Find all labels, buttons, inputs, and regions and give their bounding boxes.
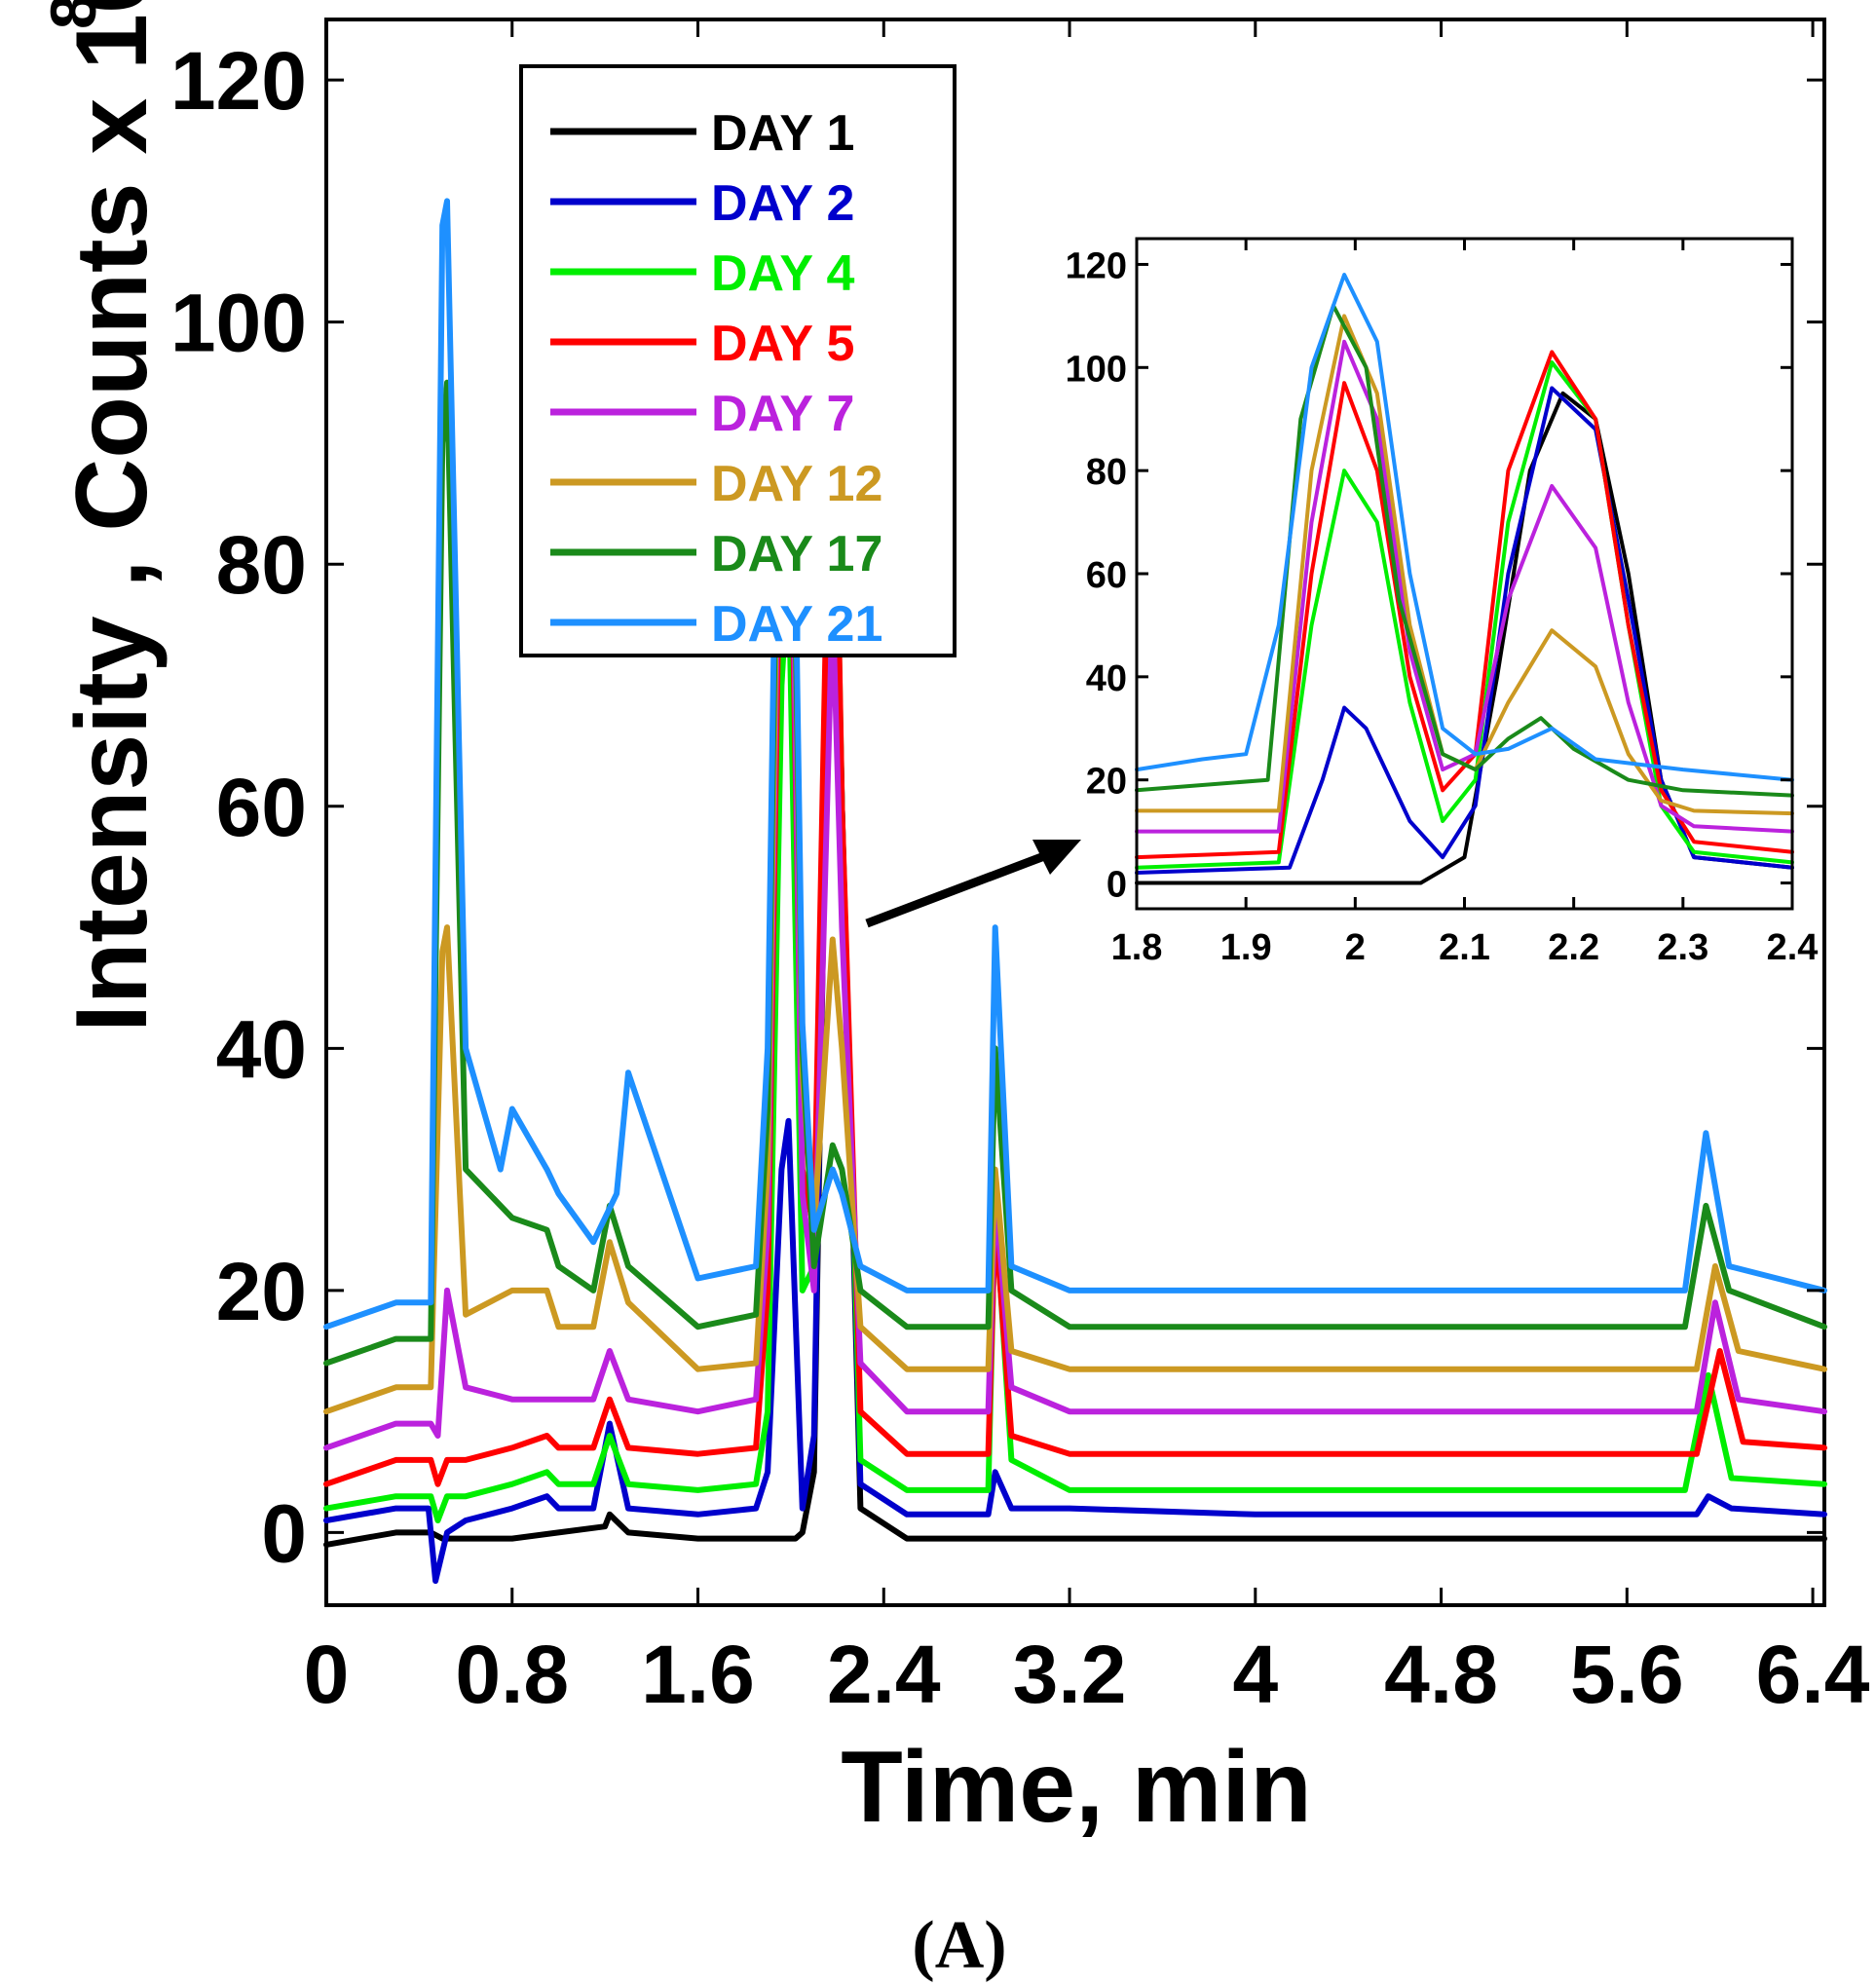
inset-x-tick-label: 2 — [1345, 927, 1366, 968]
inset-y-tick-label: 20 — [1086, 762, 1127, 803]
legend-label-day-7: DAY 7 — [711, 386, 854, 442]
legend-label-day-5: DAY 5 — [711, 316, 854, 372]
inset-y-tick-label: 80 — [1086, 452, 1127, 493]
inset-series-group — [1135, 273, 1794, 885]
x-tick-label: 4 — [1232, 1629, 1278, 1720]
inset-series-line-day-21 — [1135, 273, 1794, 782]
legend-label-day-4: DAY 4 — [711, 245, 855, 302]
x-tick-label: 0 — [304, 1629, 350, 1720]
inset-series-line-day-4 — [1135, 360, 1794, 870]
legend-label-day-2: DAY 2 — [711, 175, 854, 232]
y-tick-label: 80 — [216, 519, 307, 611]
legend-label-day-12: DAY 12 — [711, 456, 882, 512]
inset-arrow-line — [865, 848, 1054, 928]
inset-x-tick-label: 2.2 — [1548, 927, 1599, 968]
x-tick-label: 3.2 — [1013, 1629, 1127, 1720]
legend-box — [519, 64, 957, 657]
series-line-day-2 — [323, 367, 1827, 1585]
series-line-day-1 — [323, 379, 1827, 1548]
legend: DAY 1 DAY 2 DAY 4 DAY 5 DAY 7 DAY 12 DAY 17 DAY… — [550, 105, 882, 653]
inset-background — [1137, 239, 1792, 909]
inset-y-tick-label: 100 — [1066, 349, 1127, 390]
y-axis-label-exponent: 8 — [37, 0, 109, 29]
inset-y-axis: 0 20 40 60 80 100 120 — [1066, 245, 1792, 906]
x-tick-label: 2.4 — [827, 1629, 941, 1720]
legend-label-day-1: DAY 1 — [711, 105, 854, 162]
inset-y-tick-label: 60 — [1086, 555, 1127, 596]
y-tick-label: 0 — [261, 1487, 307, 1579]
main-plot-frame — [324, 18, 1826, 1607]
legend-label-day-21: DAY 21 — [711, 596, 882, 653]
inset-x-tick-label: 1.9 — [1220, 927, 1272, 968]
y-tick-label: 120 — [170, 35, 307, 127]
legend-label-day-17: DAY 17 — [711, 526, 882, 582]
x-tick-label: 0.8 — [455, 1629, 569, 1720]
y-tick-label: 60 — [216, 762, 307, 853]
inset-y-tick-label: 120 — [1066, 245, 1127, 286]
x-axis-label: Time, min — [841, 1731, 1312, 1844]
inset-x-axis: 1.8 1.9 2 2.1 2.2 2.3 2.4 — [1111, 239, 1819, 968]
inset-series-line-day-2 — [1135, 386, 1794, 875]
inset-y-tick-label: 40 — [1086, 658, 1127, 699]
x-tick-label: 5.6 — [1570, 1629, 1684, 1720]
inset-x-tick-label: 1.8 — [1111, 927, 1163, 968]
y-tick-label: 100 — [170, 278, 307, 369]
x-tick-label: 4.8 — [1384, 1629, 1498, 1720]
x-tick-label: 1.6 — [641, 1629, 755, 1720]
y-tick-label: 40 — [216, 1003, 307, 1095]
y-tick-label: 20 — [216, 1246, 307, 1337]
inset-x-tick-label: 2.1 — [1439, 927, 1490, 968]
y-axis-label: Intensity , Counts x 10 — [56, 0, 169, 1032]
main-x-axis: 0 0.8 1.6 2.4 3.2 4 4.8 5.6 6.4 — [304, 19, 1870, 1720]
inset-x-tick-label: 2.3 — [1657, 927, 1708, 968]
inset-x-tick-label: 2.4 — [1767, 927, 1819, 968]
inset-arrow-head — [1032, 840, 1081, 875]
inset-y-tick-label: 0 — [1107, 865, 1127, 906]
x-tick-label: 6.4 — [1756, 1629, 1870, 1720]
panel-label: (A) — [912, 1908, 1006, 1983]
